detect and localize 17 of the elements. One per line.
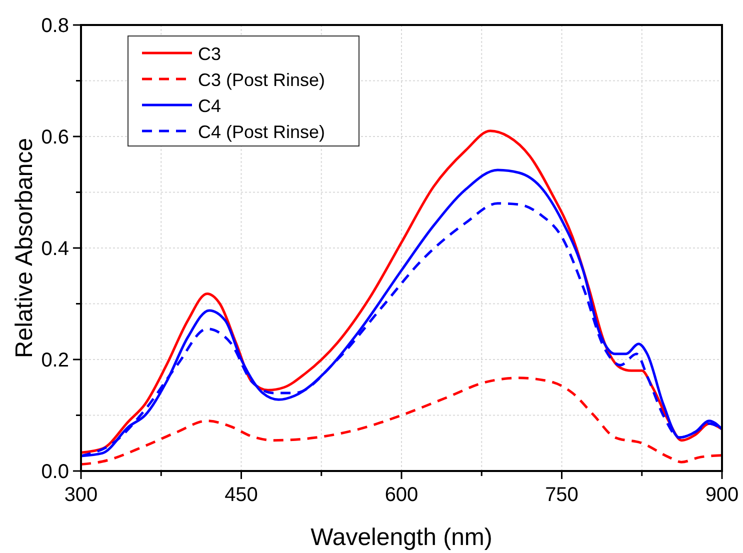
legend-label: C3 (Post Rinse) xyxy=(198,70,326,90)
y-tick-label: 0.6 xyxy=(41,126,69,148)
x-tick-label: 600 xyxy=(384,484,418,506)
y-tick-label: 0.0 xyxy=(41,461,69,483)
legend-label: C4 xyxy=(198,96,222,116)
x-tick-label: 900 xyxy=(705,484,739,506)
line-series xyxy=(80,376,724,466)
y-tick-label: 0.2 xyxy=(41,350,69,372)
x-tick-label: 750 xyxy=(545,484,578,506)
legend-label: C3 xyxy=(198,44,222,64)
y-axis-title: Relative Absorbance xyxy=(11,138,38,358)
y-tick-label: 0.4 xyxy=(41,238,69,260)
x-axis-title: Wavelength (nm) xyxy=(310,524,492,551)
legend-label: C4 (Post Rinse) xyxy=(198,122,326,142)
x-tick-label: 450 xyxy=(224,484,258,506)
x-tick-label: 300 xyxy=(64,484,98,506)
y-tick-label: 0.8 xyxy=(41,15,69,37)
